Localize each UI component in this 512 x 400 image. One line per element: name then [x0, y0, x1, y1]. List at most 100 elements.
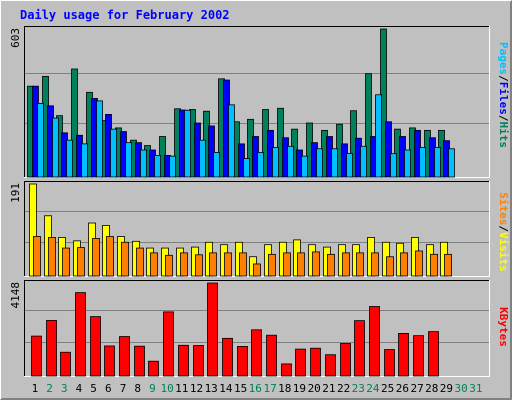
bar-pages-day-12: [199, 139, 206, 178]
bar-pages-day-2: [52, 117, 59, 178]
day-label-1: 1: [32, 382, 39, 395]
day-label-31: 31: [469, 382, 482, 395]
day-label-20: 20: [308, 382, 321, 395]
bar-sites-day-29: [444, 253, 452, 277]
day-label-26: 26: [396, 382, 409, 395]
bar-kbytes-day-22: [340, 343, 351, 377]
bar-kbytes-day-28: [428, 331, 439, 377]
bar-sites-day-28: [430, 253, 438, 277]
bar-kbytes-day-7: [119, 336, 130, 377]
bar-sites-day-13: [209, 252, 217, 277]
day-label-27: 27: [410, 382, 423, 395]
bar-pages-day-10: [169, 155, 176, 178]
bar-sites-day-26: [400, 252, 408, 277]
bar-pages-day-28: [434, 147, 441, 178]
bar-kbytes-day-3: [60, 351, 71, 377]
legend-entry-pages: Pages: [497, 42, 510, 75]
bar-kbytes-day-15: [237, 346, 248, 377]
bar-kbytes-day-16: [251, 329, 262, 377]
bar-pages-day-17: [272, 147, 279, 178]
bar-sites-day-20: [312, 251, 320, 277]
day-label-29: 29: [440, 382, 453, 395]
day-label-7: 7: [120, 382, 127, 395]
bar-sites-day-22: [342, 252, 350, 277]
bar-pages-day-23: [360, 145, 367, 178]
bar-kbytes-day-8: [134, 345, 145, 377]
bar-kbytes-day-19: [295, 348, 306, 377]
day-label-19: 19: [293, 382, 306, 395]
bar-pages-day-5: [96, 100, 103, 178]
bar-pages-day-4: [81, 143, 88, 178]
bar-kbytes-day-24: [369, 306, 380, 377]
bar-sites-day-2: [48, 237, 56, 277]
bar-pages-day-11: [184, 109, 191, 178]
bar-sites-day-15: [239, 252, 247, 277]
day-label-17: 17: [263, 382, 276, 395]
bar-sites-day-9: [150, 252, 158, 277]
day-label-30: 30: [454, 382, 467, 395]
bar-kbytes-day-12: [193, 345, 204, 377]
bar-pages-day-3: [66, 139, 73, 178]
bar-sites-day-24: [371, 252, 379, 277]
day-label-8: 8: [134, 382, 141, 395]
axis-max-label: 603: [9, 28, 22, 48]
bar-kbytes-day-17: [266, 334, 277, 377]
day-label-10: 10: [160, 382, 173, 395]
bar-pages-day-25: [390, 153, 397, 178]
legend-entry-kbytes: KBytes: [497, 307, 510, 347]
bar-pages-day-18: [287, 145, 294, 178]
day-label-3: 3: [61, 382, 68, 395]
day-label-14: 14: [219, 382, 233, 395]
legend-entry-sites: Sites: [497, 192, 510, 225]
day-label-9: 9: [149, 382, 156, 395]
legend-visits-sites: Sites/Visits: [497, 192, 510, 272]
chart-title: Daily usage for February 2002: [20, 8, 230, 22]
day-label-12: 12: [190, 382, 203, 395]
bar-sites-day-10: [165, 254, 173, 277]
day-label-2: 2: [46, 382, 53, 395]
bar-sites-day-7: [121, 241, 129, 277]
bar-kbytes-day-18: [281, 363, 292, 377]
bar-kbytes-day-10: [163, 311, 174, 377]
legend-separator: /: [497, 115, 510, 122]
bar-pages-day-27: [419, 147, 426, 178]
bar-kbytes-day-5: [90, 316, 101, 377]
bar-sites-day-4: [77, 247, 85, 277]
bar-files-day-25: [385, 121, 392, 178]
day-label-11: 11: [175, 382, 188, 395]
bar-pages-day-15: [243, 158, 250, 178]
bar-sites-day-27: [415, 250, 423, 277]
bar-kbytes-day-14: [222, 337, 233, 377]
day-label-18: 18: [278, 382, 291, 395]
panel-kbytes: 4148 KBytes: [9, 280, 510, 377]
day-label-6: 6: [105, 382, 112, 395]
day-label-25: 25: [381, 382, 394, 395]
bar-visits-day-1: [29, 183, 37, 277]
bar-hits-day-4: [71, 68, 78, 178]
bar-pages-day-9: [154, 155, 161, 178]
day-label-24: 24: [366, 382, 380, 395]
bar-pages-day-13: [213, 152, 220, 178]
bar-sites-day-1: [33, 236, 41, 277]
bar-pages-day-29: [448, 148, 455, 178]
bar-sites-day-5: [92, 238, 100, 277]
bar-sites-day-11: [180, 252, 188, 277]
bar-pages-day-24: [375, 94, 382, 178]
day-label-21: 21: [322, 382, 335, 395]
day-label-23: 23: [352, 382, 365, 395]
bar-kbytes-day-4: [75, 292, 86, 377]
legend-separator: /: [497, 75, 510, 82]
bar-kbytes-day-27: [413, 335, 424, 377]
bar-kbytes-day-13: [207, 282, 218, 377]
bar-pages-day-8: [140, 149, 147, 178]
bar-kbytes-day-21: [325, 354, 336, 377]
bar-pages-day-20: [316, 148, 323, 178]
bar-kbytes-day-2: [46, 319, 57, 377]
bar-pages-day-6: [110, 128, 117, 178]
bar-kbytes-day-26: [398, 333, 409, 377]
bar-pages-day-14: [228, 104, 235, 178]
